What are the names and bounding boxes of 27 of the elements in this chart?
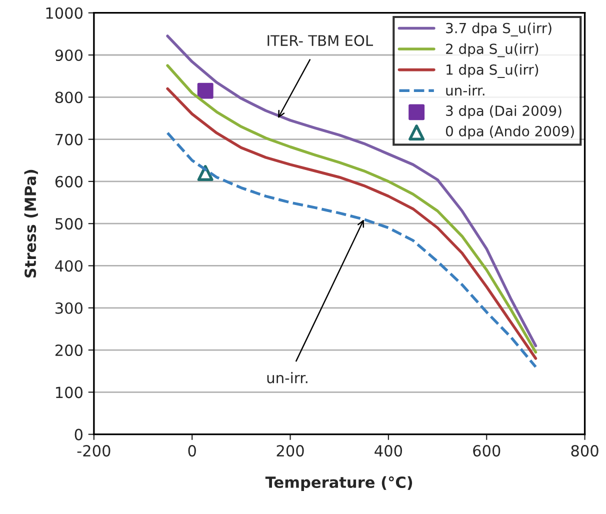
legend-label: 2 dpa S_u(irr): [446, 43, 538, 58]
y-tick-label: 600: [55, 176, 82, 188]
y-tick-label: 700: [56, 134, 82, 146]
y-axis-title: Stress (MPa): [24, 170, 38, 278]
y-tick-label: 400: [55, 260, 82, 272]
y-tick-label: 0: [74, 428, 82, 440]
y-tick-label: 200: [55, 344, 82, 356]
x-tick-label: 400: [374, 445, 402, 457]
x-tick-label: -200: [77, 445, 110, 457]
y-tick-label: 500: [56, 218, 82, 230]
annotation: un-irr.: [267, 372, 308, 384]
y-tick-label: 800: [55, 92, 82, 104]
legend-label: 3 dpa (Dai 2009): [446, 105, 562, 119]
annotation: ITER- TBM EOL: [268, 35, 373, 46]
legend-label: 1 dpa S_u(irr): [446, 64, 538, 78]
x-tick-label: 200: [276, 445, 304, 457]
x-axis-title: Temperature (°C): [265, 476, 412, 491]
x-tick-label: 0: [188, 445, 196, 457]
x-tick-label: 600: [473, 445, 500, 457]
x-tick-label: 800: [571, 445, 598, 457]
y-tick-label: 1000: [46, 7, 82, 19]
y-tick-label: 300: [56, 302, 82, 314]
legend-label: un-irr.: [446, 84, 484, 96]
legend-label: 3.7 dpa S_u(irr): [446, 22, 552, 36]
legend-label: 0 dpa (Ando 2009): [446, 126, 574, 140]
y-tick-label: 900: [55, 49, 82, 62]
y-tick-label: 100: [56, 386, 82, 398]
